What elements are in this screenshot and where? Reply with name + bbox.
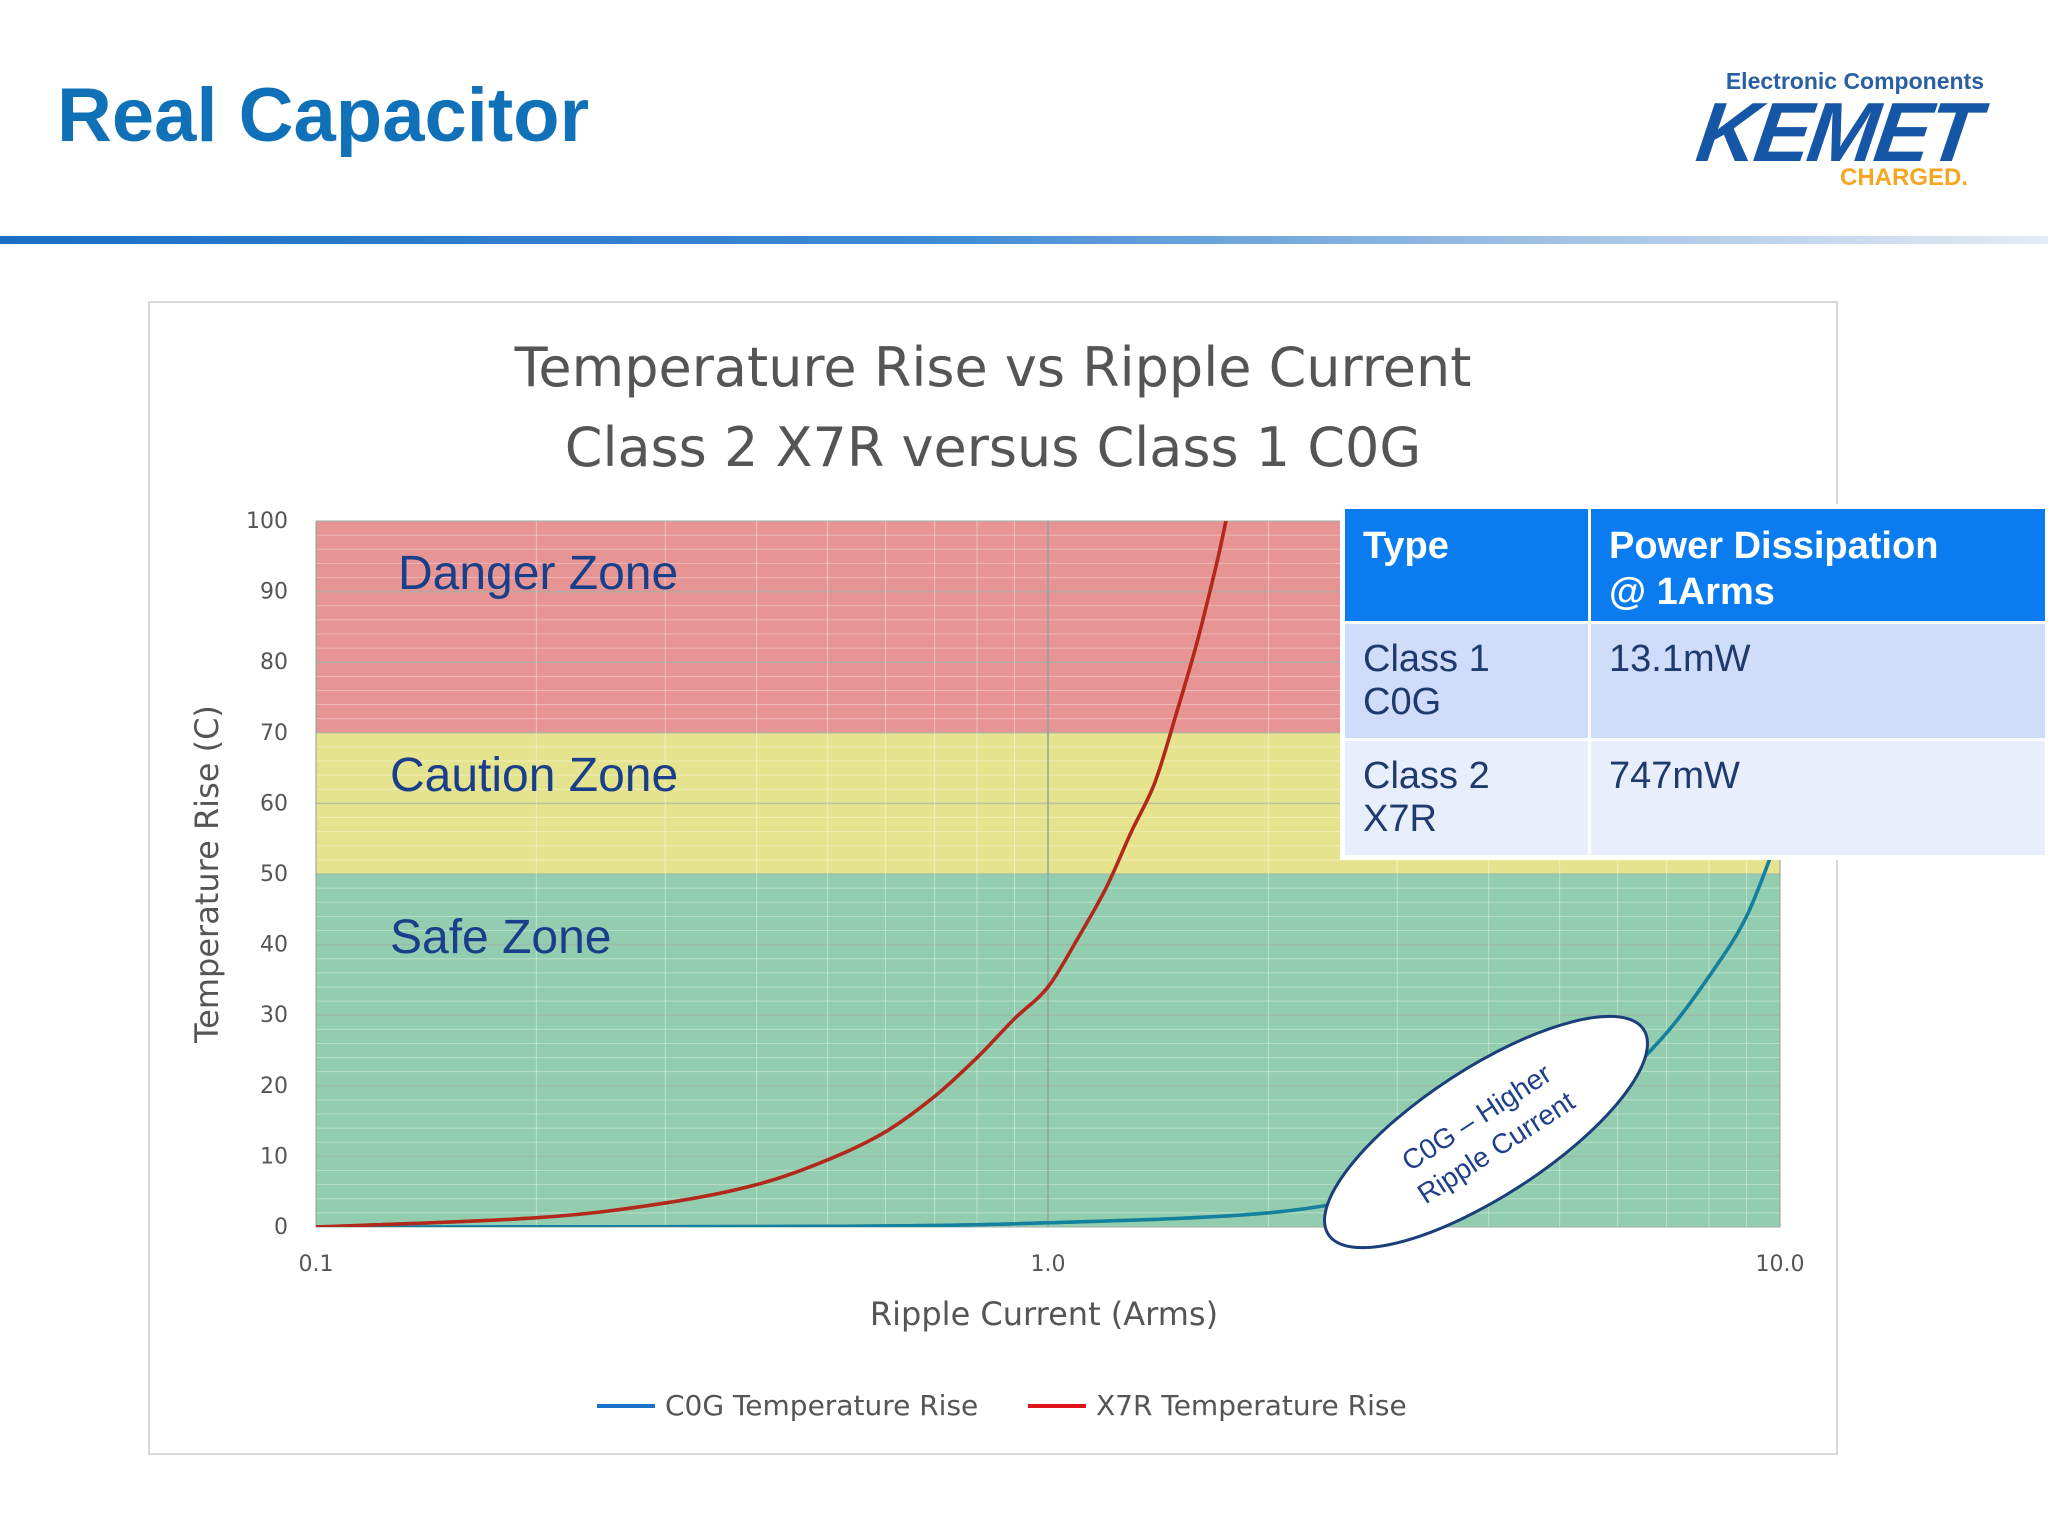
y-axis-ticks: 0 10 20 30 40 50 60 70 80 90 100 (246, 509, 288, 1240)
series-line-tint-x7r (316, 521, 1228, 1227)
table-row: Class 1 C0G 13.1mW (1342, 621, 2048, 741)
zone-label-danger-zone: Danger Zone (398, 547, 678, 600)
chart-legend: C0G Temperature Rise X7R Temperature Rise (597, 1389, 1407, 1422)
table-header-power: Power Dissipation @ 1Arms (1588, 506, 2048, 624)
chart-frame: Temperature Rise vs Ripple Current Class… (148, 301, 1838, 1455)
slide-title: Real Capacitor (57, 73, 590, 158)
zone-labels: Safe Zone Caution Zone Danger Zone (390, 547, 678, 964)
x-tick-label: 10.0 (1756, 1252, 1805, 1277)
table-cell-type: Class 2 X7R (1342, 738, 1591, 858)
table-cell-power: 13.1mW (1588, 621, 2048, 741)
chart-title: Temperature Rise vs Ripple Current (514, 336, 1472, 399)
header-power-line2: @ 1Arms (1609, 571, 1775, 613)
table-cell-power: 747mW (1588, 738, 2048, 858)
table-cell-type: Class 1 C0G (1342, 621, 1591, 741)
x-tick-label: 1.0 (1031, 1252, 1066, 1277)
y-axis-label: Temperature Rise (C) (188, 705, 226, 1044)
y-tick-label: 20 (260, 1074, 288, 1099)
y-tick-label: 100 (246, 509, 288, 534)
y-tick-label: 40 (260, 933, 288, 958)
y-tick-label: 70 (260, 721, 288, 746)
logo-tagline: Electronic Components (1725, 68, 1984, 94)
y-tick-label: 50 (260, 862, 288, 887)
y-tick-label: 60 (260, 791, 288, 816)
temperature-rise-chart: Temperature Rise vs Ripple Current Class… (188, 336, 1805, 1422)
header-divider (0, 236, 2048, 244)
y-tick-label: 30 (260, 1003, 288, 1028)
annotation-ellipse (1323, 1014, 1649, 1250)
table-header-type: Type (1342, 506, 1591, 624)
kemet-logo: Electronic Components KEMET CHARGED. (1690, 68, 1990, 193)
y-tick-label: 10 (260, 1144, 288, 1169)
y-tick-label: 0 (274, 1215, 288, 1240)
table-header-row: Type Power Dissipation @ 1Arms (1342, 506, 2048, 624)
legend-label: C0G Temperature Rise (665, 1389, 978, 1422)
zone-label-safe-zone: Safe Zone (390, 911, 611, 964)
chart-subtitle: Class 2 X7R versus Class 1 C0G (565, 416, 1422, 479)
table-row: Class 2 X7R 747mW (1342, 738, 2048, 858)
logo-slogan: CHARGED. (1839, 164, 1968, 191)
x-tick-label: 0.1 (299, 1252, 334, 1277)
x-axis-ticks: 0.1 1.0 10.0 (299, 1252, 1805, 1277)
power-dissipation-table: Type Power Dissipation @ 1Arms Class 1 C… (1342, 506, 2048, 858)
y-tick-label: 90 (260, 580, 288, 605)
legend-label: X7R Temperature Rise (1096, 1389, 1407, 1422)
x-axis-label: Ripple Current (Arms) (870, 1295, 1218, 1333)
zone-label-caution-zone: Caution Zone (390, 749, 678, 802)
header-power-line1: Power Dissipation (1609, 525, 1939, 567)
y-tick-label: 80 (260, 650, 288, 675)
